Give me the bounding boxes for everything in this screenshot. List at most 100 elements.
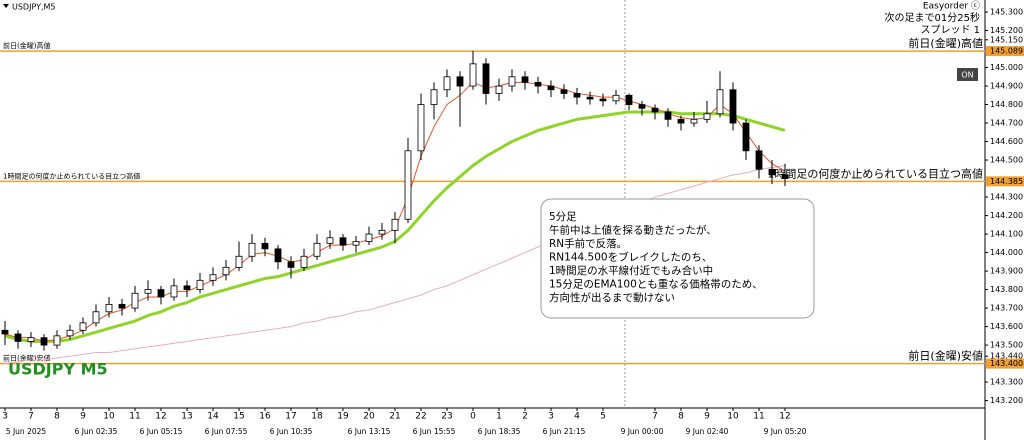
x-tick-label: 17 (285, 412, 296, 422)
x-date-label: 6 Jun 05:15 (140, 427, 183, 436)
candle-body (521, 76, 529, 83)
note-box (540, 198, 815, 319)
level-axis-label: 144.385 (990, 177, 1023, 186)
x-date-label: 6 Jun 15:55 (413, 427, 456, 436)
x-tick-label: 3 (548, 412, 554, 422)
candle-body (716, 89, 724, 115)
level-axis-box (986, 358, 1024, 369)
candle-body (469, 63, 477, 87)
candle-body (703, 113, 711, 120)
candle-body (651, 107, 659, 113)
x-tick-label: 7 (28, 412, 34, 422)
x-tick-label: 12 (155, 412, 166, 422)
candle-body (53, 335, 61, 346)
candle-body (586, 96, 594, 100)
y-tick-label: 145.300 (990, 8, 1023, 17)
candle-body (508, 76, 516, 87)
x-tick-label: 11 (129, 412, 140, 422)
level-axis-box (986, 46, 1024, 57)
candle-body (391, 218, 399, 231)
x-tick-label: 11 (753, 412, 764, 422)
candle-body (404, 150, 412, 220)
x-date-label: 9 Jun 00:00 (621, 427, 664, 436)
candle-body (417, 104, 425, 152)
x-tick-label: 13 (181, 412, 192, 422)
y-tick-label: 145.150 (990, 35, 1023, 44)
y-tick-label: 145.000 (990, 63, 1023, 72)
candle-body (495, 85, 503, 94)
x-tick-label: 3 (2, 412, 8, 422)
candle-body (92, 311, 100, 324)
candle-body (170, 285, 178, 298)
candle-body (1, 329, 9, 335)
candle-body (443, 76, 451, 91)
level-axis-label: 143.400 (990, 359, 1023, 368)
x-tick-label: 1 (496, 412, 502, 422)
y-tick-label: 143.300 (990, 378, 1023, 387)
x-tick-label: 0 (470, 412, 476, 422)
candle-body (157, 289, 165, 298)
candle-body (742, 122, 750, 152)
y-tick-label: 143.200 (990, 396, 1023, 405)
candle-body (222, 266, 230, 276)
x-tick-label: 23 (441, 412, 452, 422)
candle-body (196, 279, 204, 290)
candle-body (781, 174, 789, 179)
level-label-right: 1時間足の何度か止められている目立つ高値 (767, 166, 983, 180)
y-tick-label: 144.000 (990, 248, 1023, 257)
x-tick-label: 5 (600, 412, 606, 422)
candle-body (27, 337, 35, 342)
x-date-label: 6 Jun 02:35 (75, 427, 118, 436)
level-label-right: 前日(金曜)高値 (908, 36, 983, 50)
plot: 前日(金曜)高値 前日(金曜)高値 1時間足の何度か止められている目立つ高値 1時間足… (0, 36, 985, 365)
candle-body (677, 118, 685, 124)
x-date-label: 6 Jun 13:15 (348, 427, 391, 436)
candle-body (14, 333, 22, 342)
y-tick-label: 144.500 (990, 156, 1023, 165)
candle-body (40, 337, 48, 346)
note-line: 15分足のEMA100とも重なる価格帯のため、 (549, 278, 763, 291)
x-tick-label: 9 (80, 412, 86, 422)
candle-body (79, 322, 87, 331)
y-tick-label: 145.200 (990, 26, 1023, 35)
x-tick-label: 7 (652, 412, 658, 422)
on-button[interactable] (957, 68, 978, 81)
y-tick-label: 144.600 (990, 137, 1023, 146)
candle-body (287, 261, 295, 268)
x-tick-label: 16 (259, 412, 271, 422)
level-label-left: 前日(金曜)高値 (3, 41, 50, 50)
on-button-label[interactable]: ON (961, 71, 973, 80)
candle-body (664, 111, 672, 120)
x-tick-label: 8 (678, 412, 684, 422)
y-tick-label: 143.700 (990, 304, 1023, 313)
level-label-left: 前日(金曜)安値 (3, 354, 50, 363)
level-axis-label: 145.089 (990, 47, 1023, 56)
candle-body (456, 76, 464, 87)
y-tick-label: 144.100 (990, 230, 1023, 239)
x-date-label: 9 Jun 02:40 (686, 427, 729, 436)
x-tick-label: 22 (415, 412, 426, 422)
menu-triangle[interactable] (3, 4, 9, 8)
x-tick-label: 2 (522, 412, 528, 422)
candle-body (339, 237, 347, 246)
y-tick-label: 143.600 (990, 322, 1023, 331)
y-tick-label: 143.440 (990, 352, 1023, 361)
x-tick-label: 14 (207, 412, 219, 422)
candle-body (729, 89, 737, 124)
note-line: 午前中は上値を探る動きだったが、 (549, 224, 717, 237)
x-date-label: 9 Jun 05:20 (764, 427, 807, 436)
candle-body (209, 274, 217, 281)
candle-body (690, 118, 698, 124)
x-tick-label: 20 (363, 412, 375, 422)
info-text: Easyorder ⓒ (923, 1, 980, 12)
note-line: RN144.500をブレイクしたのち、 (549, 251, 712, 264)
level-axis-box (986, 176, 1024, 187)
candle-body (352, 241, 360, 246)
x-tick-label: 21 (389, 412, 400, 422)
x-date-label: 6 Jun 21:15 (543, 427, 586, 436)
note: 5分足午前中は上値を探る動きだったが、RN手前で反落。RN144.500をブレイ… (549, 211, 763, 304)
candle-body (638, 104, 646, 109)
candle-body (274, 248, 282, 263)
